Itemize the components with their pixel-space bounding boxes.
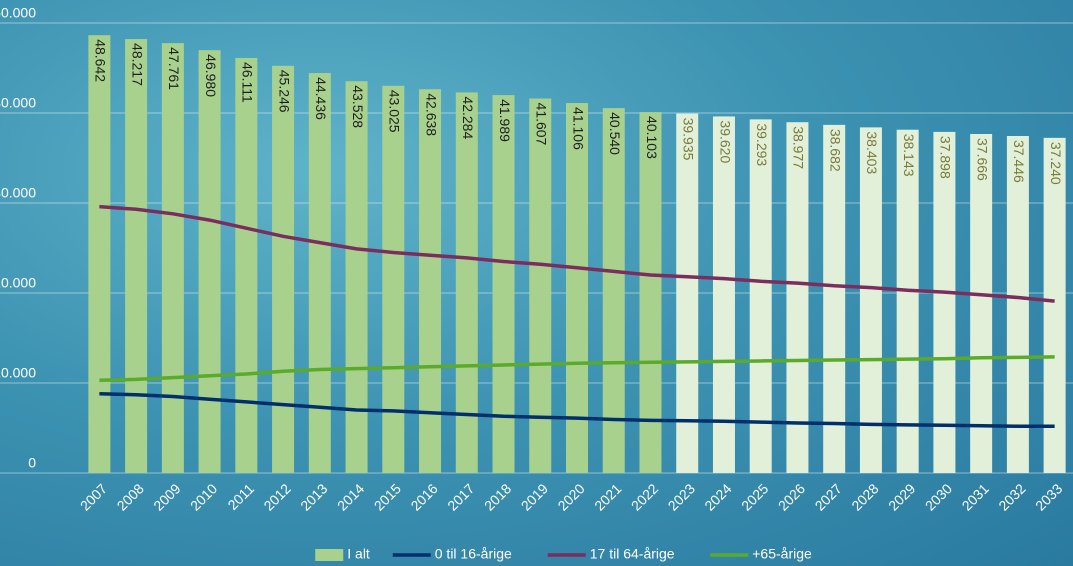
value-label: 37.666 — [974, 138, 990, 181]
y-tick-label: 50.000 — [0, 5, 36, 21]
x-tick-label: 2012 — [260, 480, 293, 513]
bar — [823, 125, 845, 473]
bar — [235, 58, 257, 473]
page: 010.00020.00030.00040.00050.000200720082… — [0, 0, 1073, 566]
legend-swatch — [315, 549, 343, 561]
y-tick-label: 10.000 — [0, 365, 36, 381]
x-tick-label: 2026 — [775, 480, 808, 513]
bar — [162, 43, 184, 473]
bar — [970, 134, 992, 473]
x-tick-label: 2008 — [114, 480, 147, 513]
value-label: 42.284 — [460, 96, 476, 139]
x-tick-label: 2030 — [922, 480, 955, 513]
x-tick-label: 2007 — [77, 480, 110, 513]
x-tick-label: 2028 — [848, 480, 881, 513]
value-label: 48.642 — [93, 39, 109, 82]
value-label: 39.935 — [681, 118, 697, 161]
bar — [272, 66, 294, 473]
legend-label: 17 til 64-årige — [590, 546, 675, 562]
value-label: 38.977 — [791, 126, 807, 169]
legend-label: +65-årige — [752, 546, 812, 562]
bar — [125, 39, 147, 473]
x-tick-label: 2015 — [371, 480, 404, 513]
x-tick-label: 2023 — [665, 480, 698, 513]
x-tick-label: 2010 — [187, 480, 220, 513]
bar — [199, 50, 221, 473]
bar — [1007, 136, 1029, 473]
x-tick-label: 2031 — [959, 480, 992, 513]
x-tick-label: 2018 — [481, 480, 514, 513]
x-tick-label: 2027 — [812, 480, 845, 513]
x-tick-label: 2013 — [297, 480, 330, 513]
bar — [933, 132, 955, 473]
value-label: 39.620 — [717, 120, 733, 163]
bar — [750, 119, 772, 473]
value-label: 43.528 — [350, 85, 366, 128]
value-label: 39.293 — [754, 123, 770, 166]
value-label: 37.240 — [1048, 142, 1064, 185]
value-label: 46.980 — [203, 54, 219, 97]
x-tick-label: 2017 — [444, 480, 477, 513]
bar — [1044, 138, 1066, 473]
value-label: 41.607 — [534, 103, 550, 146]
x-tick-label: 2011 — [224, 480, 257, 513]
x-tick-label: 2022 — [628, 480, 661, 513]
value-label: 48.217 — [129, 43, 145, 86]
legend-label: 0 til 16-årige — [435, 546, 512, 562]
legend-label: I alt — [347, 546, 370, 562]
value-label: 45.246 — [276, 70, 292, 113]
x-tick-label: 2014 — [334, 480, 367, 513]
x-tick-label: 2029 — [885, 480, 918, 513]
value-label: 40.540 — [607, 112, 623, 155]
y-tick-label: 0 — [28, 455, 36, 471]
x-tick-label: 2009 — [150, 480, 183, 513]
bar — [897, 130, 919, 473]
bar — [346, 81, 368, 473]
y-tick-label: 20.000 — [0, 275, 36, 291]
x-tick-label: 2020 — [554, 480, 587, 513]
y-tick-label: 30.000 — [0, 185, 36, 201]
bar — [419, 89, 441, 473]
value-label: 40.103 — [644, 116, 660, 159]
value-label: 41.989 — [497, 99, 513, 142]
value-label: 37.898 — [938, 136, 954, 179]
bar — [382, 86, 404, 473]
x-tick-label: 2033 — [1032, 480, 1065, 513]
chart: 010.00020.00030.00040.00050.000200720082… — [0, 0, 1073, 566]
bar — [309, 73, 331, 473]
value-label: 47.761 — [166, 47, 182, 90]
value-label: 38.143 — [901, 134, 917, 177]
value-label: 42.638 — [423, 93, 439, 136]
value-label: 43.025 — [387, 90, 403, 133]
value-label: 38.403 — [864, 131, 880, 174]
x-tick-label: 2025 — [738, 480, 771, 513]
x-tick-label: 2021 — [591, 480, 624, 513]
x-tick-label: 2024 — [701, 480, 734, 513]
bar — [786, 122, 808, 473]
bar — [860, 127, 882, 473]
x-tick-label: 2016 — [407, 480, 440, 513]
value-label: 37.446 — [1011, 140, 1027, 183]
bar — [88, 35, 110, 473]
value-label: 41.106 — [570, 107, 586, 150]
y-tick-label: 40.000 — [0, 95, 36, 111]
value-label: 46.111 — [240, 62, 256, 103]
value-label: 38.682 — [827, 129, 843, 172]
x-tick-label: 2032 — [995, 480, 1028, 513]
x-tick-label: 2019 — [518, 480, 551, 513]
value-label: 44.436 — [313, 77, 329, 120]
